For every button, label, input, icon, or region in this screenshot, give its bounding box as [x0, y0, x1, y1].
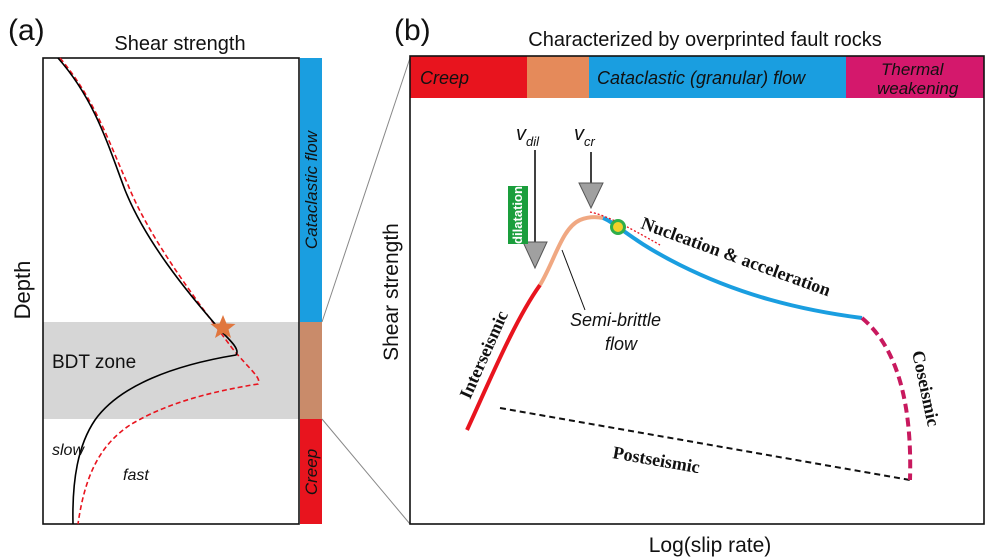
depth-axis-label: Depth: [10, 261, 35, 320]
semi-brittle-leader: [561, 249, 586, 311]
band-semi: [527, 56, 589, 98]
band-creep-label: Creep: [420, 68, 469, 88]
semi-brittle-curve: [538, 215, 604, 287]
band-cataclastic: [589, 56, 846, 98]
fast-label: fast: [123, 467, 149, 484]
bar-cataclastic: [300, 58, 322, 322]
panel-b-label: (b): [394, 14, 431, 47]
v-cr-arrow-head-icon: [578, 182, 604, 210]
slow-curve: [57, 57, 238, 525]
v-dil-label: vdil: [516, 123, 540, 149]
panel-b-axes: [409, 55, 985, 525]
panel-a-label: (a): [8, 14, 45, 47]
bar-cataclastic-label: Cataclastic flow: [302, 129, 321, 249]
nucleation-point-icon: [610, 219, 626, 235]
band-creep: [410, 56, 527, 98]
semi-brittle-label-2: flow: [605, 334, 638, 354]
bar-creep: [300, 419, 322, 524]
semi-brittle-label-1: Semi-brittle: [570, 310, 661, 330]
panel-a-title: Shear strength: [114, 33, 245, 55]
connector-top: [321, 57, 411, 323]
cataclastic-curve: [602, 216, 863, 320]
postseismic-line: [499, 407, 911, 481]
connector-bottom: [321, 418, 411, 525]
coseismic-label: Coseismic: [908, 349, 944, 428]
transition-star-icon: [210, 315, 236, 338]
bar-bdt: [300, 322, 322, 419]
v-cr-label: vcr: [574, 123, 596, 149]
x-axis-label: Log(slip rate): [649, 534, 772, 557]
bdt-zone-label: BDT zone: [52, 352, 136, 373]
dilatation-label: dilatation: [510, 186, 525, 244]
postseismic-label: Postseismic: [611, 442, 701, 477]
band-thermal-label-2: weakening: [877, 79, 959, 98]
fast-curve: [59, 57, 260, 525]
slow-label: slow: [52, 442, 85, 459]
bar-creep-label: Creep: [302, 449, 321, 495]
interseismic-curve: [465, 283, 542, 431]
panel-a-axes: [42, 57, 300, 525]
panel-b-title: Characterized by overprinted fault rocks: [528, 29, 882, 51]
y-axis-label: Shear strength: [380, 223, 403, 361]
band-thermal-label-1: Thermal: [881, 60, 945, 79]
dilatation-box: [508, 186, 528, 244]
v-dil-arrow-head-icon: [522, 241, 548, 270]
band-cataclastic-label: Cataclastic (granular) flow: [597, 68, 806, 88]
band-thermal: [846, 56, 984, 98]
coseismic-curve: [860, 316, 913, 481]
